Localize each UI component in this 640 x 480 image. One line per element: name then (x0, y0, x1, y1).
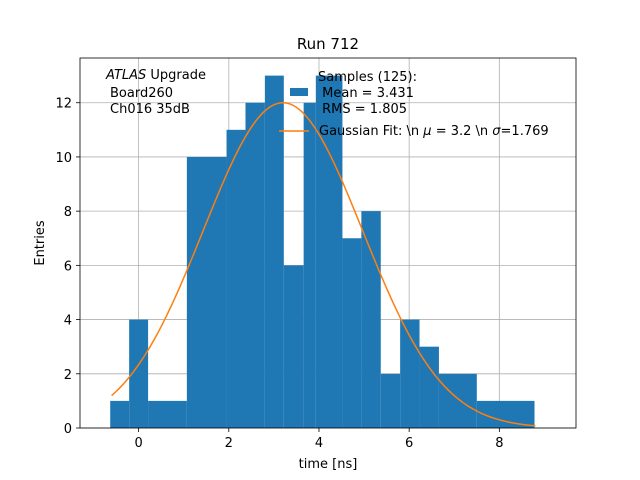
histogram-bar (129, 319, 149, 428)
legend-fit-sigma-value: =1.769 (501, 124, 549, 139)
histogram-bar (380, 373, 401, 428)
legend-samples-count: Samples (125): (318, 70, 417, 85)
y-axis-label: Entries (33, 220, 48, 266)
legend-fit-sigma-symbol: σ (492, 124, 501, 139)
histogram-bar (110, 400, 130, 428)
gaussian-fit-curve (111, 101, 536, 427)
histogram-bar (226, 129, 246, 429)
y-tick-label: 6 (64, 259, 72, 274)
x-tick-label: 6 (405, 436, 413, 451)
legend: Samples (125): Mean = 3.431 RMS = 1.805 … (279, 70, 549, 139)
y-tick-label: 4 (64, 314, 72, 329)
histogram-bar (264, 75, 284, 428)
histogram-bar (283, 265, 304, 428)
histogram-bar (303, 102, 316, 428)
plot-frame (79, 57, 577, 429)
x-tick-label: 4 (315, 436, 323, 451)
legend-histogram-swatch (290, 88, 308, 96)
histogram-bar (400, 319, 420, 428)
x-tick-label: 0 (134, 436, 142, 451)
annotation-line-1: ATLAS Upgrade (105, 68, 206, 83)
legend-fit-mu-value: = 3.2 \n (432, 124, 493, 139)
annotation-channel: Ch016 35dB (110, 102, 190, 117)
y-tick-label: 0 (64, 422, 72, 437)
histogram-bar (186, 156, 227, 428)
histogram-bar (476, 400, 535, 428)
x-axis-label: time [ns] (299, 457, 358, 472)
histogram-bar (148, 400, 187, 428)
histogram-bar (245, 102, 265, 428)
legend-rms: RMS = 1.805 (318, 102, 407, 117)
legend-fit-mu-symbol: μ (422, 124, 431, 139)
y-tick-label: 12 (55, 97, 72, 112)
y-tick-label: 8 (64, 205, 72, 220)
histogram-bar (315, 75, 343, 428)
histogram-bar (438, 373, 477, 428)
y-tick-label: 10 (55, 151, 72, 166)
histogram-bar (342, 238, 362, 428)
legend-mean: Mean = 3.431 (318, 86, 414, 101)
y-tick-label: 2 (64, 368, 72, 383)
axis-ticks: 0 2 4 6 8 0 2 4 6 8 10 12 (55, 97, 503, 451)
annotation-board: Board260 (110, 86, 173, 101)
histogram-bar (361, 211, 381, 428)
histogram-bar (419, 346, 439, 428)
annotation-atlas: ATLAS (105, 68, 146, 83)
atlas-annotation: ATLAS Upgrade Board260 Ch016 35dB (105, 68, 206, 117)
chart-title: Run 712 (297, 35, 359, 53)
x-tick-label: 8 (495, 436, 503, 451)
histogram-bars (110, 75, 535, 429)
annotation-upgrade: Upgrade (146, 68, 206, 83)
x-tick-label: 2 (225, 436, 233, 451)
legend-fit-label: Gaussian Fit: \n μ = 3.2 \n σ=1.769 (319, 124, 549, 139)
legend-fit-text: Gaussian Fit: \n (319, 124, 423, 139)
